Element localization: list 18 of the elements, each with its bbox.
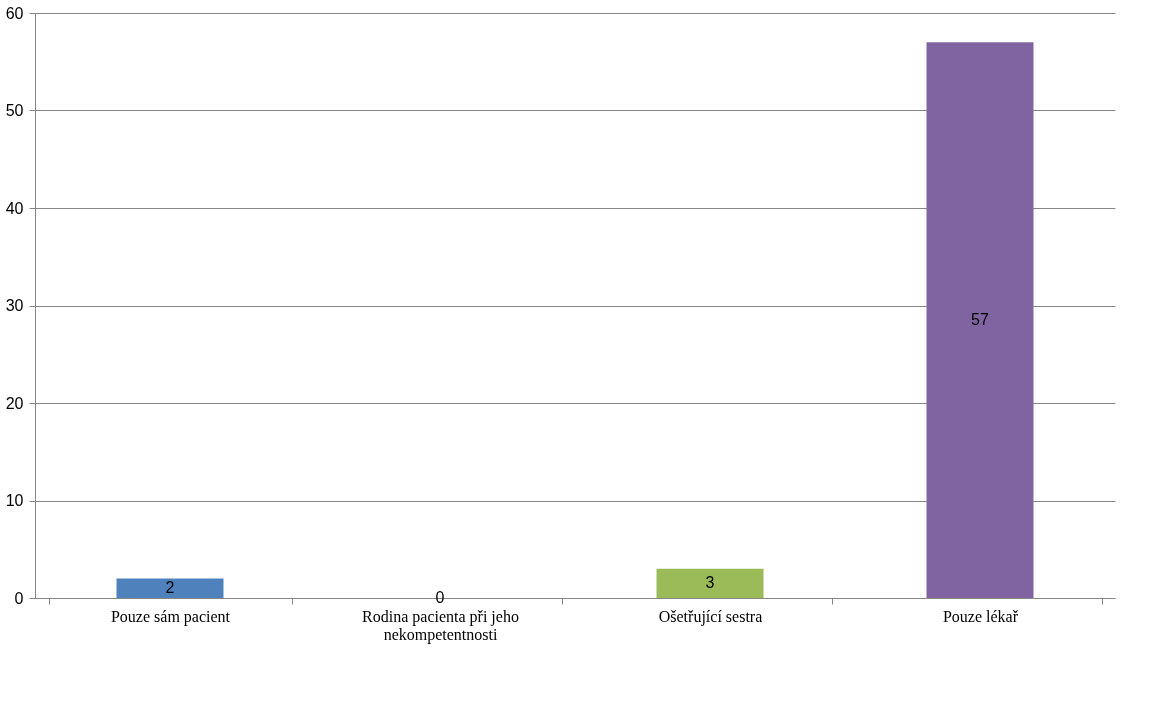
y-tick-label: 30 [5, 297, 24, 314]
x-tick-label: Rodina pacienta při jeho nekompetentnosti [362, 607, 519, 644]
y-tick-label: 0 [14, 589, 24, 607]
data-label: 0 [435, 589, 445, 606]
x-tick-label: Ošetřující sestra [658, 607, 763, 626]
y-tick-label: 50 [5, 102, 24, 119]
bar [656, 568, 764, 598]
x-tick-label: Pouze lékař [942, 607, 1019, 625]
data-label: 57 [971, 311, 989, 329]
bar [926, 42, 1034, 598]
y-tick-label: 60 [5, 4, 24, 22]
x-tick-label: Pouze sám pacient [110, 607, 231, 626]
data-label: 3 [705, 574, 715, 592]
bar [116, 578, 224, 598]
y-tick-label: 20 [5, 394, 24, 412]
data-label: 2 [165, 579, 175, 597]
y-tick-label: 40 [5, 199, 24, 217]
y-tick-label: 10 [5, 492, 24, 509]
